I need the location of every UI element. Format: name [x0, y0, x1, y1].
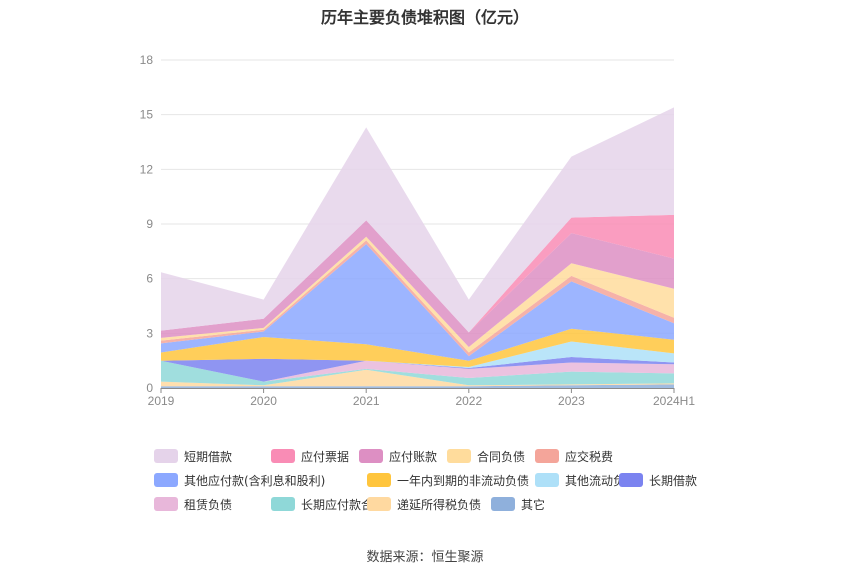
legend-item[interactable]: 长期借款 — [619, 472, 697, 488]
y-tick-label: 9 — [146, 217, 153, 231]
legend-swatch — [154, 449, 178, 463]
y-tick-label: 18 — [140, 53, 154, 67]
source-note: 数据来源：恒生聚源 — [366, 550, 484, 565]
area-series-9 — [161, 236, 674, 353]
legend-item[interactable]: 租赁负债 — [154, 496, 232, 512]
legend-label: 其他应付款(含利息和股利) — [184, 473, 326, 488]
y-tick-label: 12 — [140, 162, 154, 176]
area-series-10 — [161, 220, 674, 347]
legend-item[interactable]: 应付账款 — [359, 448, 437, 464]
legend-item[interactable]: 应交税费 — [535, 448, 613, 464]
legend-label: 短期借款 — [184, 449, 233, 464]
x-tick-label: 2021 — [353, 394, 380, 408]
legend-swatch — [535, 473, 559, 487]
y-tick-label: 6 — [146, 272, 153, 286]
legend-label: 长期应付款合计 — [301, 497, 386, 512]
legend-swatch — [271, 497, 295, 511]
y-tick-label: 0 — [146, 381, 153, 395]
legend-label: 应付账款 — [389, 449, 438, 464]
legend-swatch — [154, 473, 178, 487]
stacked-areas — [161, 107, 674, 388]
area-series-4 — [161, 357, 674, 382]
legend-swatch — [154, 497, 178, 511]
axes: 0 3 6 9 12 15 18 2019 2020 2021 2022 2023 2024H1 — [140, 53, 696, 408]
chart-title: 历年主要负债堆积图（亿元） — [320, 8, 529, 27]
x-tick-label: 2022 — [455, 394, 482, 408]
area-series-3 — [161, 360, 674, 382]
legend-item[interactable]: 其它 — [491, 496, 545, 512]
x-tick-label: 2024H1 — [653, 394, 695, 408]
legend-swatch — [535, 449, 559, 463]
legend-swatch — [271, 449, 295, 463]
legend-swatch — [491, 497, 515, 511]
legend-label: 租赁负债 — [184, 497, 233, 512]
y-tick-label: 15 — [140, 108, 154, 122]
area-series-7 — [161, 244, 674, 361]
legend-swatch — [367, 473, 391, 487]
area-series-6 — [161, 328, 674, 367]
legend-label: 长期借款 — [649, 473, 698, 488]
legend-swatch — [367, 497, 391, 511]
area-series-11 — [161, 214, 674, 333]
legend-label: 其它 — [521, 497, 546, 512]
legend-item[interactable]: 其他应付款(含利息和股利) — [154, 472, 325, 488]
legend-item[interactable]: 一年内到期的非流动负债 — [367, 472, 529, 488]
legend-item[interactable]: 合同负债 — [447, 448, 525, 464]
legend-item[interactable]: 长期应付款合计 — [271, 496, 385, 512]
x-tick-label: 2023 — [558, 394, 585, 408]
legend-item[interactable]: 递延所得税负债 — [367, 496, 481, 512]
area-series-2 — [161, 360, 674, 386]
legend-swatch — [619, 473, 643, 487]
legend-swatch — [447, 449, 471, 463]
legend-swatch — [359, 449, 383, 463]
legend-label: 一年内到期的非流动负债 — [397, 473, 530, 488]
x-tick-label: 2019 — [148, 394, 175, 408]
x-tick-label: 2020 — [250, 394, 277, 408]
legend-label: 递延所得税负债 — [397, 497, 482, 512]
area-series-12 — [161, 107, 674, 333]
legend-item[interactable]: 应付票据 — [271, 448, 349, 464]
area-series-8 — [161, 240, 674, 357]
y-tick-label: 3 — [146, 326, 153, 340]
legend-label: 合同负债 — [477, 449, 526, 464]
legend-label: 应付票据 — [301, 449, 350, 464]
area-series-5 — [161, 341, 674, 368]
area-series-1 — [161, 369, 674, 387]
legend-label: 应交税费 — [565, 449, 614, 464]
legend-item[interactable]: 短期借款 — [154, 448, 232, 464]
